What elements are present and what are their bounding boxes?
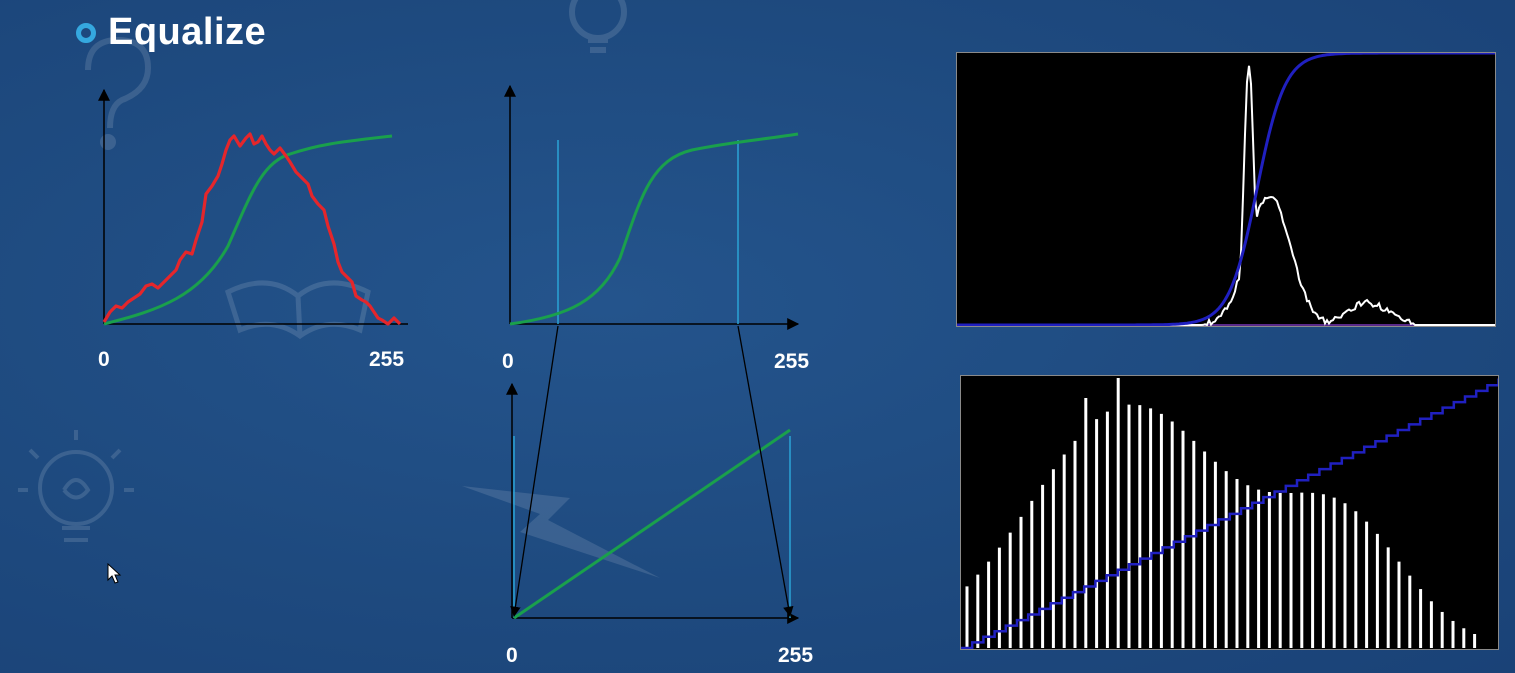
histogram-equalized-panel: [960, 375, 1499, 650]
histogram-original-panel: [956, 52, 1496, 327]
middle-bottom-linear-line: [514, 430, 790, 618]
left-histogram-curve: [104, 134, 400, 324]
left-x-min-label: 0: [98, 348, 110, 372]
middle-top-x-min-label: 0: [502, 350, 514, 374]
middle-top-diagram: [510, 86, 798, 324]
left-diagram: [104, 90, 408, 324]
middle-bottom-x-min-label: 0: [506, 644, 518, 668]
histogram-equalized-plot: [961, 376, 1498, 649]
middle-bottom-x-max-label: 255: [778, 644, 813, 668]
mapping-arrow-low: [514, 326, 558, 616]
middle-top-cdf-curve: [510, 134, 798, 324]
histogram-original-cdf: [957, 53, 1495, 325]
left-x-max-label: 255: [369, 348, 404, 372]
mouse-cursor-icon: [107, 563, 123, 585]
middle-top-x-max-label: 255: [774, 350, 809, 374]
histogram-original-plot: [957, 53, 1495, 326]
histogram-original-bars: [957, 66, 1495, 325]
left-cdf-curve: [104, 136, 392, 324]
